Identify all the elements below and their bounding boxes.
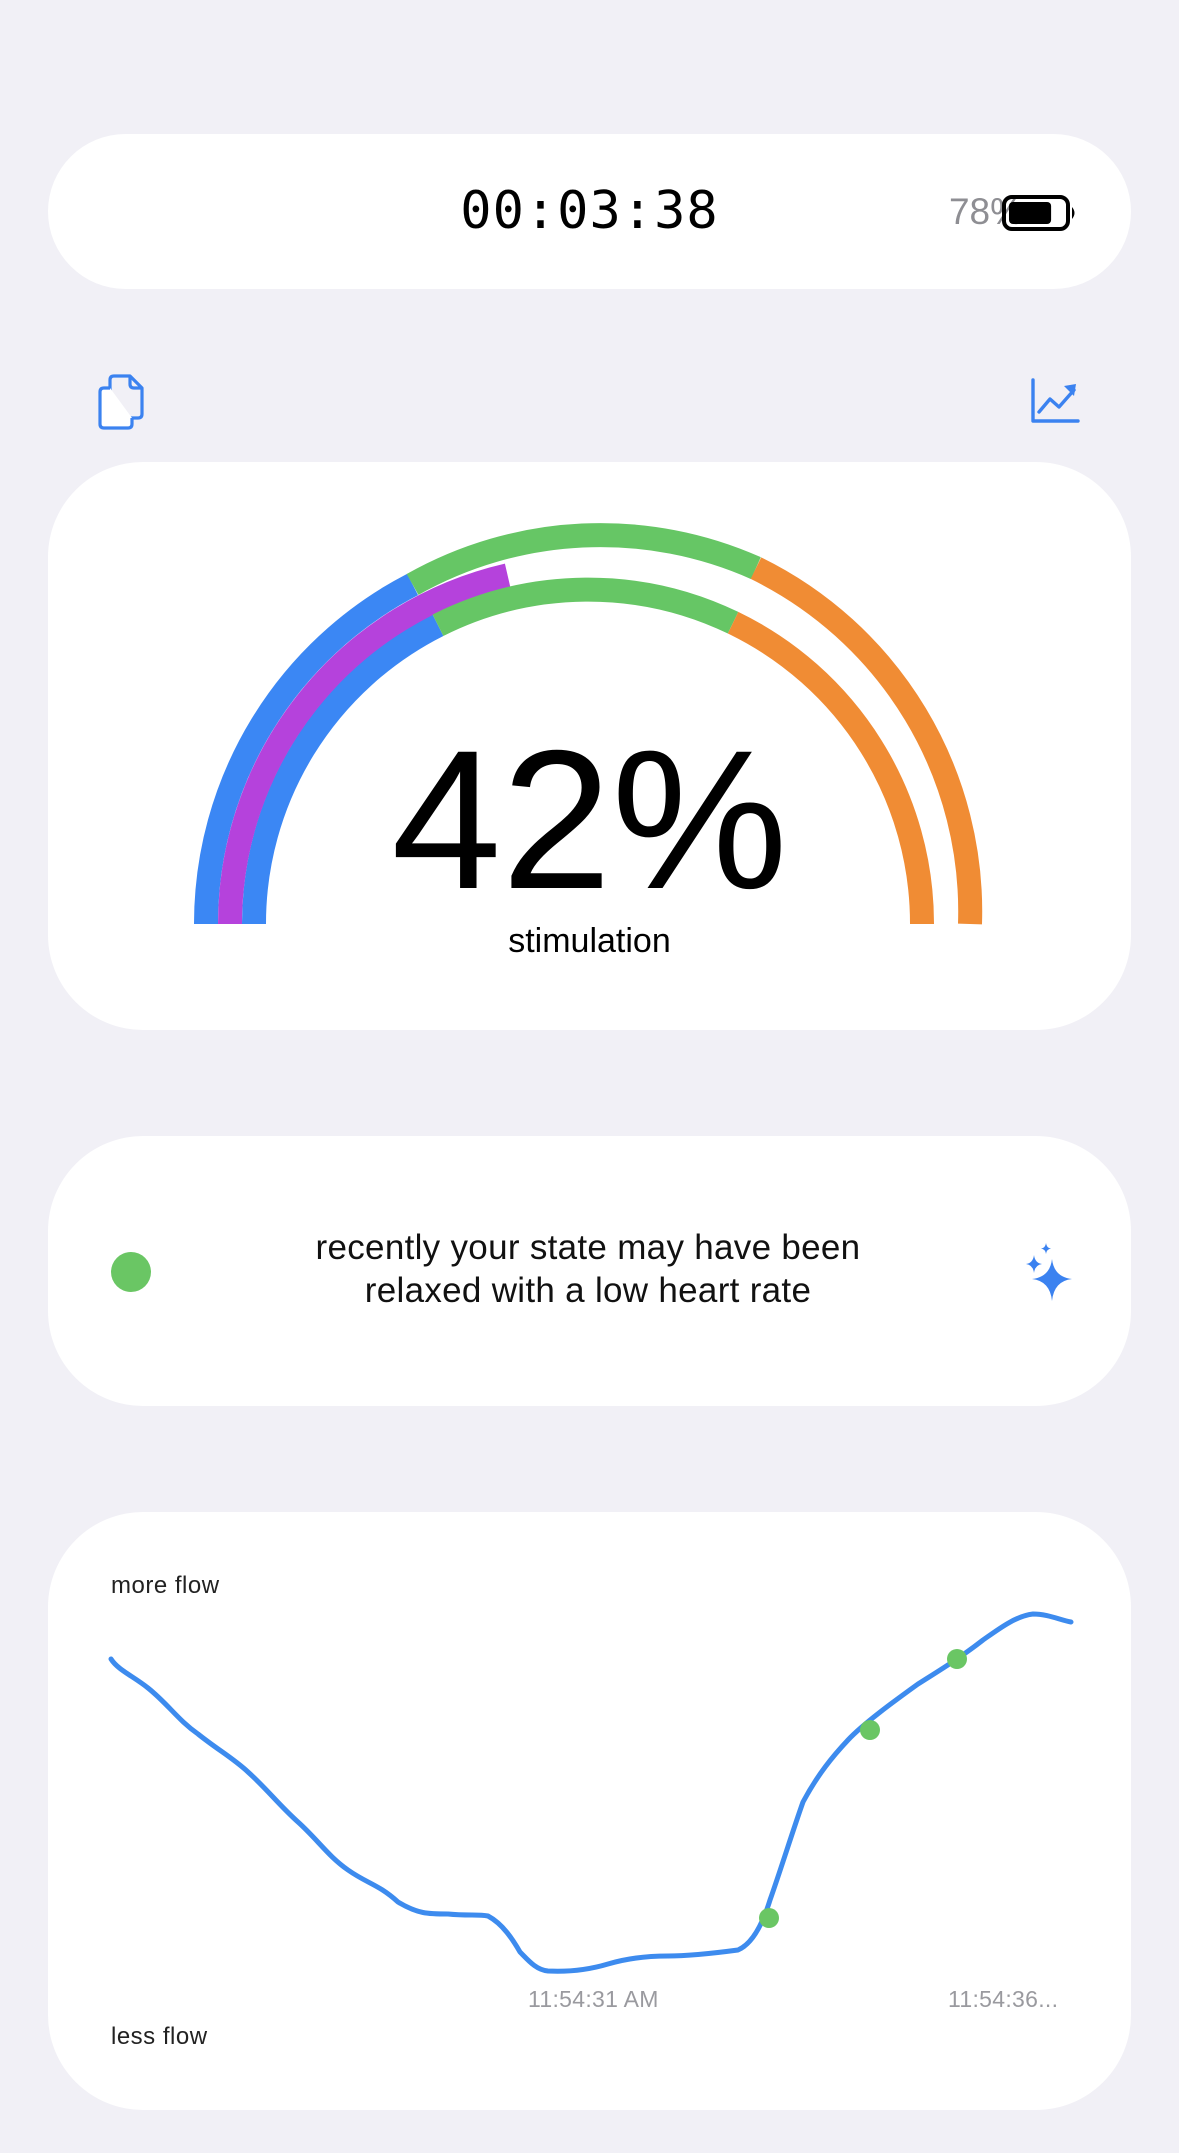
less-flow-label: less flow: [111, 2023, 208, 2050]
flow-series-line: [108, 1611, 1074, 1974]
middle-arc-purple: [218, 563, 511, 925]
state-description: recently your state may have been relaxe…: [228, 1226, 948, 1312]
state-description-line-1: recently your state may have been: [315, 1228, 861, 1267]
sparkles-icon[interactable]: [1022, 1241, 1080, 1303]
x-tick-label: 11:54:31 AM: [528, 1986, 659, 2012]
state-indicator-dot: [111, 1252, 151, 1292]
inner-arc-orange: [727, 611, 935, 925]
session-timer: 00:03:38: [460, 181, 719, 241]
x-tick-label: 11:54:36...: [948, 1986, 1059, 2012]
stimulation-gauge: [194, 523, 983, 925]
outer-arc-orange: [750, 557, 983, 925]
flow-marker: [860, 1720, 880, 1740]
stimulation-percentage: 42%: [391, 709, 788, 930]
state-summary-card: recently your state may have been relaxe…: [48, 1136, 1131, 1406]
flow-marker: [759, 1908, 779, 1928]
flow-line-chart: [108, 1611, 1074, 1974]
line-chart-trend-icon[interactable]: [1030, 378, 1080, 424]
copy-documents-icon[interactable]: [98, 374, 146, 430]
flow-marker: [947, 1649, 967, 1669]
flow-chart-card: more flow less flow 11:54:31 AM 11:54:36…: [48, 1512, 1131, 2110]
more-flow-label: more flow: [111, 1572, 220, 1599]
inner-arc-blue: [241, 614, 444, 925]
outer-arc-green: [406, 523, 761, 595]
session-status-bar: 00:03:38 78%: [48, 134, 1131, 289]
outer-arc-blue: [194, 573, 419, 925]
stimulation-gauge-card: 42% stimulation: [48, 462, 1131, 1030]
state-description-line-2: relaxed with a low heart rate: [364, 1271, 812, 1310]
stimulation-label: stimulation: [508, 922, 671, 960]
inner-arc-green: [432, 577, 739, 636]
battery-icon: [1002, 195, 1075, 231]
